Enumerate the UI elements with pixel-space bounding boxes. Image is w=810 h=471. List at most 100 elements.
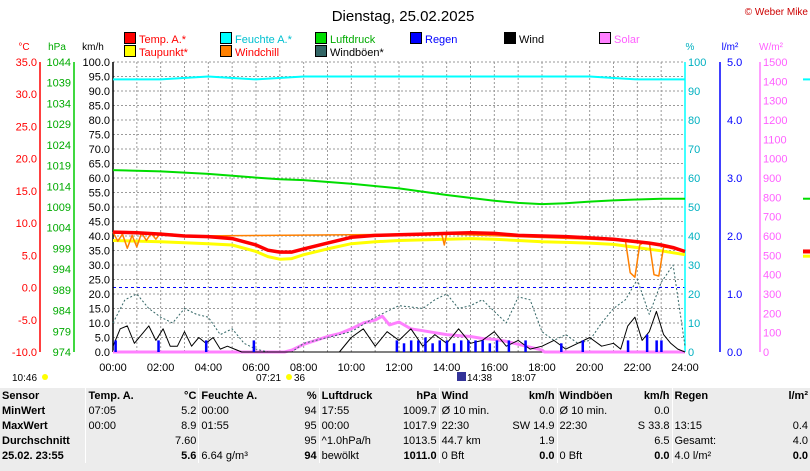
stats-avg-rain-label: Gesamt: xyxy=(671,433,734,448)
stats-min-rain-value xyxy=(734,403,810,418)
time-tick-label: 24:00 xyxy=(671,362,699,374)
stats-min-wind-value: 0.0 xyxy=(539,404,555,417)
temp-tick-label: 25.0 xyxy=(16,121,37,133)
legend-windchill-label: Windchill xyxy=(235,47,280,59)
legend-taupunkt-swatch xyxy=(124,45,136,57)
pressure-tick-label: 989 xyxy=(53,285,71,297)
moonrise-time: 10:46 xyxy=(12,373,37,384)
stats-h-wind-unit: km/h xyxy=(528,389,555,402)
wind-tick-label: 95.0 xyxy=(89,72,110,84)
time-tick-label: 04:00 xyxy=(195,362,223,374)
humidity-tick-label: 0 xyxy=(688,347,694,359)
solar-tick-label: 1100 xyxy=(763,134,787,146)
temp-current-marker xyxy=(803,249,810,254)
legend-wind-label: Wind xyxy=(519,34,545,46)
moon-icon xyxy=(457,372,466,381)
wind-tick-label: 20.0 xyxy=(89,289,110,301)
rain-tick-label: 0.0 xyxy=(727,347,742,359)
legend-luftdruck: Luftdruck xyxy=(315,32,375,46)
stats-h-hum-unit: % xyxy=(306,389,317,402)
stats-h-sensor: Sensor xyxy=(2,389,40,402)
stats-current-label: 25.02. 23:55 xyxy=(2,449,64,462)
stats-max-rain-value: 0.4 xyxy=(792,419,808,432)
temp-tick-label: 0.0 xyxy=(22,283,37,295)
legend-windchill-swatch xyxy=(220,45,232,57)
solar-tick-label: 1300 xyxy=(763,96,787,108)
stats-max-temp-value: 8.9 xyxy=(181,419,197,432)
regen-bar xyxy=(488,343,492,352)
regen-bar xyxy=(431,343,434,352)
regen-bar xyxy=(645,334,649,352)
regen-bar xyxy=(495,340,499,352)
temp-tick-label: -10.0 xyxy=(12,347,37,359)
wind-tick-label: 30.0 xyxy=(89,260,110,272)
pressure-tick-label: 1034 xyxy=(47,98,71,110)
stats-h-pres-unit: hPa xyxy=(416,389,437,402)
regen-bar xyxy=(409,340,413,352)
legend-regen-label: Regen xyxy=(425,34,458,46)
sunrise-icon xyxy=(286,374,292,380)
regen-bar xyxy=(660,340,663,352)
dewpoint-current-marker xyxy=(803,254,810,258)
regen-bar xyxy=(626,340,630,352)
moonrise-icon xyxy=(42,374,48,380)
stats-current-wind-bft: 0 Bft xyxy=(438,448,500,463)
solar-tick-label: 100 xyxy=(763,328,781,340)
pressure-tick-label: 1009 xyxy=(47,202,71,214)
regen-bar xyxy=(474,340,477,352)
statistics-table: Sensor Temp. A. °C Feuchte A. % Luftdruc… xyxy=(0,388,810,463)
temp-a-line xyxy=(112,230,686,254)
regen-bar xyxy=(481,340,484,352)
regen-bar xyxy=(452,343,456,352)
stats-min-wind-time: Ø 10 min. xyxy=(438,403,500,418)
regen-bar xyxy=(581,340,585,352)
time-tick-label: 06:00 xyxy=(242,362,270,374)
humidity-tick-label: 30 xyxy=(688,260,700,272)
solar-tick-label: 0 xyxy=(763,347,769,359)
solar-tick-label: 1200 xyxy=(763,115,787,127)
wind-tick-label: 60.0 xyxy=(89,173,110,185)
regen-bar xyxy=(445,340,449,352)
stats-current-rain-total: 4.0 l/m² xyxy=(671,448,734,463)
humidity-tick-label: 100 xyxy=(688,57,706,69)
legend-taupunkt-label: Taupunkt* xyxy=(139,47,188,59)
regen-bar xyxy=(459,340,463,352)
pressure-tick-label: 1004 xyxy=(47,223,71,235)
solar-tick-label: 900 xyxy=(763,173,781,185)
legend-taupunkt: Taupunkt* xyxy=(124,45,188,59)
stats-min-hum-time: 00:00 xyxy=(198,403,260,418)
temp-tick-label: 30.0 xyxy=(16,89,37,101)
wind-line xyxy=(112,310,686,353)
stats-current-pres-value: 1011.0 xyxy=(403,449,437,462)
legend-wind: Wind xyxy=(504,32,545,46)
statistics-panel: Sensor Temp. A. °C Feuchte A. % Luftdruc… xyxy=(0,388,810,471)
stats-min-temp-time: 07:05 xyxy=(85,403,140,418)
temp-tick-label: 10.0 xyxy=(16,218,37,230)
stats-avg-rain-value: 4.0 xyxy=(792,434,808,447)
regen-bar xyxy=(252,340,256,352)
legend-temp-swatch xyxy=(124,32,136,44)
chart-title: Dienstag, 25.02.2025 xyxy=(332,8,475,25)
stats-min-rain-time xyxy=(671,403,734,418)
pressure-tick-label: 1024 xyxy=(47,140,71,152)
legend-windboeen-label: Windböen* xyxy=(330,47,384,59)
stats-max-pres-time: 00:00 xyxy=(318,418,388,433)
solar-tick-label: 1500 xyxy=(763,57,787,69)
time-tick-label: 22:00 xyxy=(624,362,652,374)
stats-avg-wind-distance: 44.7 km xyxy=(438,433,500,448)
pressure-current-marker xyxy=(803,197,810,200)
stats-min-pres-time: 17:55 xyxy=(318,403,388,418)
solar-tick-label: 300 xyxy=(763,289,781,301)
regen-bar xyxy=(157,340,160,352)
time-tick-label: 02:00 xyxy=(147,362,175,374)
humidity-tick-label: 10 xyxy=(688,318,700,330)
temp-tick-label: 15.0 xyxy=(16,186,37,198)
wind-tick-label: 100.0 xyxy=(82,57,110,69)
stats-max-pres-value: 1017.9 xyxy=(402,419,437,432)
legend-feuchte-swatch xyxy=(220,32,232,44)
taupunkt-line xyxy=(112,237,686,261)
humidity-unit-label: % xyxy=(686,42,695,53)
weather-chart: Dienstag, 25.02.2025 © Weber Mike °C hPa… xyxy=(12,7,810,384)
stats-min-gust-time: Ø 10 min. xyxy=(556,403,616,418)
legend-solar-label: Solar xyxy=(614,34,640,46)
